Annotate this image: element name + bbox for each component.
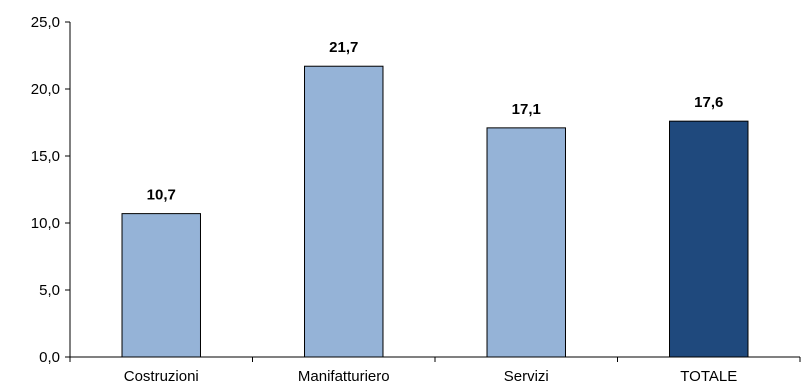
x-axis-ticks — [69, 357, 801, 362]
bars — [121, 65, 749, 358]
y-tick-label: 20,0 — [31, 81, 60, 98]
bar-costruzioni — [121, 213, 201, 358]
data-labels: 10,7 21,7 17,1 17,6 — [147, 39, 724, 203]
y-axis-ticks: 0,0 5,0 10,0 15,0 20,0 25,0 — [31, 14, 70, 366]
y-tick-label: 5,0 — [39, 282, 60, 299]
category-labels: Costruzioni Manifatturiero Servizi TOTALE — [124, 368, 738, 385]
data-label-totale: 17,6 — [694, 94, 723, 111]
y-tick-label: 10,0 — [31, 215, 60, 232]
data-label-costruzioni: 10,7 — [147, 187, 176, 204]
category-label-manifatturiero: Manifatturiero — [298, 368, 390, 385]
category-label-servizi: Servizi — [504, 368, 549, 385]
bar-manifatturiero — [304, 65, 384, 358]
bar-servizi — [486, 127, 566, 358]
y-tick-label: 0,0 — [39, 349, 60, 366]
bar-totale — [669, 120, 749, 358]
category-label-totale: TOTALE — [680, 368, 737, 385]
data-label-servizi: 17,1 — [512, 101, 541, 118]
y-tick-label: 15,0 — [31, 148, 60, 165]
category-label-costruzioni: Costruzioni — [124, 368, 199, 385]
y-tick-label: 25,0 — [31, 14, 60, 31]
data-label-manifatturiero: 21,7 — [329, 39, 358, 56]
